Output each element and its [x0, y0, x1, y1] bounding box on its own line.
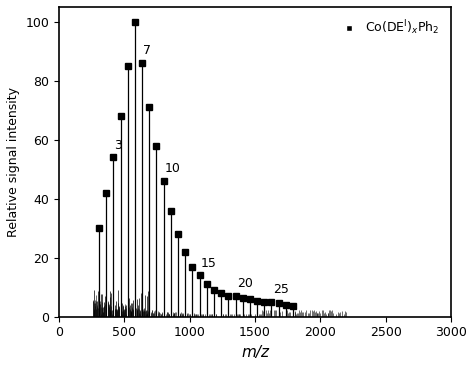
Y-axis label: Relative signal intensity: Relative signal intensity: [7, 87, 20, 237]
Text: 20: 20: [237, 277, 253, 290]
Text: 10: 10: [165, 162, 181, 175]
Text: 25: 25: [273, 283, 289, 296]
Text: 7: 7: [143, 44, 151, 57]
X-axis label: m/z: m/z: [241, 345, 269, 360]
Text: 3: 3: [114, 138, 122, 152]
Legend: Co(DE$^{\rm I}$)$_x$Ph$_2$: Co(DE$^{\rm I}$)$_x$Ph$_2$: [332, 13, 445, 42]
Text: 15: 15: [201, 257, 217, 270]
